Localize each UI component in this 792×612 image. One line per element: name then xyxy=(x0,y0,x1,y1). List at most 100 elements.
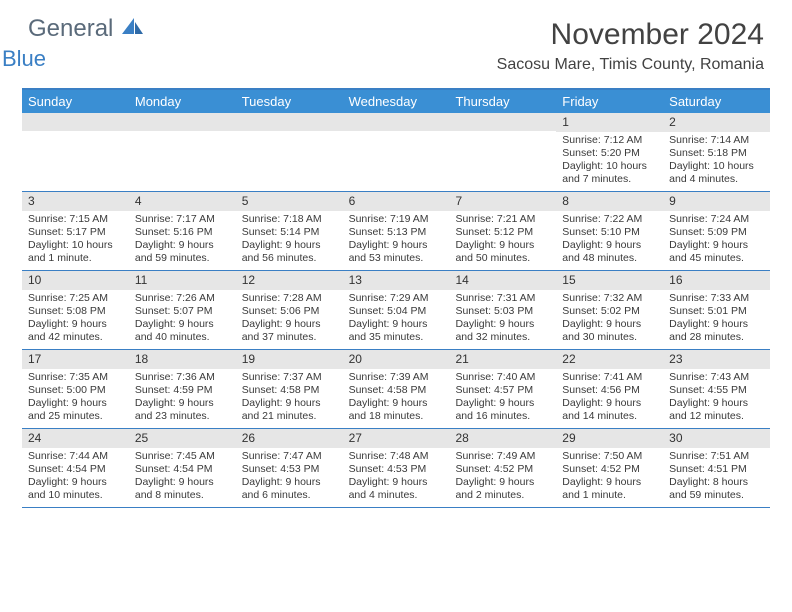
week-row: 10Sunrise: 7:25 AMSunset: 5:08 PMDayligh… xyxy=(22,271,770,350)
day-cell: 28Sunrise: 7:49 AMSunset: 4:52 PMDayligh… xyxy=(449,429,556,507)
day-cell-body: Sunrise: 7:21 AMSunset: 5:12 PMDaylight:… xyxy=(449,213,556,270)
day-number: 11 xyxy=(129,271,236,290)
day-header: Thursday xyxy=(449,90,556,113)
sunrise-text: Sunrise: 7:43 AM xyxy=(669,371,766,384)
day-cell: 16Sunrise: 7:33 AMSunset: 5:01 PMDayligh… xyxy=(663,271,770,349)
day-cell-body: Sunrise: 7:31 AMSunset: 5:03 PMDaylight:… xyxy=(449,292,556,349)
sunrise-text: Sunrise: 7:40 AM xyxy=(455,371,552,384)
logo-sail-icon xyxy=(122,18,144,39)
sunset-text: Sunset: 4:53 PM xyxy=(349,463,446,476)
logo-text-blue: Blue xyxy=(2,46,46,71)
day-cell-body: Sunrise: 7:35 AMSunset: 5:00 PMDaylight:… xyxy=(22,371,129,428)
day-number: 14 xyxy=(449,271,556,290)
daylight-text: Daylight: 9 hours xyxy=(349,476,446,489)
day-cell: 22Sunrise: 7:41 AMSunset: 4:56 PMDayligh… xyxy=(556,350,663,428)
day-cell-body: Sunrise: 7:32 AMSunset: 5:02 PMDaylight:… xyxy=(556,292,663,349)
sunset-text: Sunset: 5:02 PM xyxy=(562,305,659,318)
day-cell: 13 Sunrise: 7:29 AMSunset: 5:04 PMDayligh… xyxy=(343,271,450,349)
day-cell: 11Sunrise: 7:26 AMSunset: 5:07 PMDayligh… xyxy=(129,271,236,349)
sunset-text: Sunset: 4:53 PM xyxy=(242,463,339,476)
month-title: November 2024 xyxy=(497,18,764,52)
daylight-text: Daylight: 8 hours xyxy=(669,476,766,489)
logo-text-general: General xyxy=(28,15,113,42)
week-row: 1 Sunrise: 7:12 AMSunset: 5:20 PMDaylight… xyxy=(22,113,770,192)
day-number-bar-empty xyxy=(236,113,343,131)
daylight-text: and 32 minutes. xyxy=(455,331,552,344)
sunset-text: Sunset: 4:55 PM xyxy=(669,384,766,397)
sunset-text: Sunset: 5:01 PM xyxy=(669,305,766,318)
header: General Blue November 2024 Sacosu Mare, … xyxy=(0,0,792,80)
daylight-text: Daylight: 9 hours xyxy=(455,318,552,331)
day-cell-body: Sunrise: 7:29 AMSunset: 5:04 PMDaylight:… xyxy=(343,292,450,349)
day-number: 29 xyxy=(556,429,663,448)
day-number: 23 xyxy=(663,350,770,369)
day-cell-body: Sunrise: 7:49 AMSunset: 4:52 PMDaylight:… xyxy=(449,450,556,507)
daylight-text: Daylight: 10 hours xyxy=(562,160,659,173)
daylight-text: and 12 minutes. xyxy=(669,410,766,423)
day-number: 15 xyxy=(556,271,663,290)
day-number: 20 xyxy=(343,350,450,369)
day-cell-empty xyxy=(236,113,343,191)
daylight-text: Daylight: 9 hours xyxy=(455,397,552,410)
week-row: 17Sunrise: 7:35 AMSunset: 5:00 PMDayligh… xyxy=(22,350,770,429)
day-number: 1 xyxy=(556,113,663,132)
day-cell: 21Sunrise: 7:40 AMSunset: 4:57 PMDayligh… xyxy=(449,350,556,428)
sunset-text: Sunset: 4:57 PM xyxy=(455,384,552,397)
daylight-text: Daylight: 9 hours xyxy=(349,397,446,410)
sunset-text: Sunset: 4:56 PM xyxy=(562,384,659,397)
daylight-text: and 35 minutes. xyxy=(349,331,446,344)
daylight-text: and 56 minutes. xyxy=(242,252,339,265)
daylight-text: and 14 minutes. xyxy=(562,410,659,423)
sunrise-text: Sunrise: 7:35 AM xyxy=(28,371,125,384)
week-row: 3Sunrise: 7:15 AMSunset: 5:17 PMDaylight… xyxy=(22,192,770,271)
day-cell: 30Sunrise: 7:51 AMSunset: 4:51 PMDayligh… xyxy=(663,429,770,507)
day-cell-body: Sunrise: 7:19 AMSunset: 5:13 PMDaylight:… xyxy=(343,213,450,270)
sunrise-text: Sunrise: 7:44 AM xyxy=(28,450,125,463)
day-cell: 5Sunrise: 7:18 AMSunset: 5:14 PMDaylight… xyxy=(236,192,343,270)
day-number: 24 xyxy=(22,429,129,448)
day-header: Saturday xyxy=(663,90,770,113)
daylight-text: Daylight: 9 hours xyxy=(28,476,125,489)
daylight-text: Daylight: 9 hours xyxy=(135,476,232,489)
daylight-text: Daylight: 9 hours xyxy=(28,318,125,331)
daylight-text: Daylight: 9 hours xyxy=(562,397,659,410)
daylight-text: and 10 minutes. xyxy=(28,489,125,502)
sunrise-text: Sunrise: 7:18 AM xyxy=(242,213,339,226)
daylight-text: and 30 minutes. xyxy=(562,331,659,344)
day-number: 9 xyxy=(663,192,770,211)
daylight-text: Daylight: 9 hours xyxy=(135,318,232,331)
daylight-text: and 37 minutes. xyxy=(242,331,339,344)
daylight-text: Daylight: 9 hours xyxy=(562,239,659,252)
day-cell-body: Sunrise: 7:51 AMSunset: 4:51 PMDaylight:… xyxy=(663,450,770,507)
day-cell-body: Sunrise: 7:36 AMSunset: 4:59 PMDaylight:… xyxy=(129,371,236,428)
day-number: 13 xyxy=(343,271,450,290)
sunset-text: Sunset: 5:03 PM xyxy=(455,305,552,318)
sunset-text: Sunset: 5:16 PM xyxy=(135,226,232,239)
sunset-text: Sunset: 5:12 PM xyxy=(455,226,552,239)
day-header: Monday xyxy=(129,90,236,113)
day-number: 22 xyxy=(556,350,663,369)
sunrise-text: Sunrise: 7:19 AM xyxy=(349,213,446,226)
day-number: 10 xyxy=(22,271,129,290)
daylight-text: Daylight: 10 hours xyxy=(669,160,766,173)
day-cell: 2Sunrise: 7:14 AMSunset: 5:18 PMDaylight… xyxy=(663,113,770,191)
day-number: 3 xyxy=(22,192,129,211)
sunrise-text: Sunrise: 7:39 AM xyxy=(349,371,446,384)
day-cell: 10Sunrise: 7:25 AMSunset: 5:08 PMDayligh… xyxy=(22,271,129,349)
daylight-text: Daylight: 9 hours xyxy=(669,397,766,410)
day-cell: 8Sunrise: 7:22 AMSunset: 5:10 PMDaylight… xyxy=(556,192,663,270)
day-cell: 1 Sunrise: 7:12 AMSunset: 5:20 PMDaylight… xyxy=(556,113,663,191)
daylight-text: and 40 minutes. xyxy=(135,331,232,344)
sunset-text: Sunset: 5:00 PM xyxy=(28,384,125,397)
day-cell: 14 Sunrise: 7:31 AMSunset: 5:03 PMDayligh… xyxy=(449,271,556,349)
day-cell: 4Sunrise: 7:17 AMSunset: 5:16 PMDaylight… xyxy=(129,192,236,270)
sunrise-text: Sunrise: 7:26 AM xyxy=(135,292,232,305)
day-cell-body: Sunrise: 7:22 AMSunset: 5:10 PMDaylight:… xyxy=(556,213,663,270)
day-number: 7 xyxy=(449,192,556,211)
sunset-text: Sunset: 4:59 PM xyxy=(135,384,232,397)
day-cell: 25Sunrise: 7:45 AMSunset: 4:54 PMDayligh… xyxy=(129,429,236,507)
day-cell-body: Sunrise: 7:39 AMSunset: 4:58 PMDaylight:… xyxy=(343,371,450,428)
day-cell-body: Sunrise: 7:12 AMSunset: 5:20 PMDaylight:… xyxy=(556,134,663,191)
day-number: 18 xyxy=(129,350,236,369)
daylight-text: Daylight: 9 hours xyxy=(242,239,339,252)
